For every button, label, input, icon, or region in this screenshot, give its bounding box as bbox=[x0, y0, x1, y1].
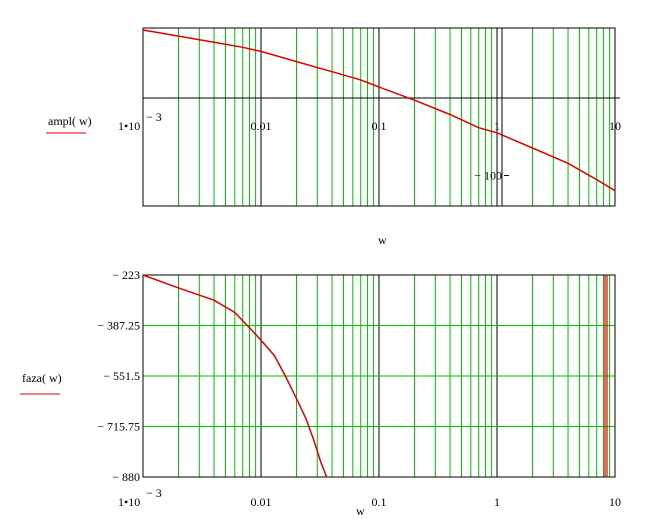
amplitude-chart: 1•10 − 3 0.01 0.1 1 10 − 100 ampl( w) w bbox=[46, 27, 621, 247]
x-tick-exponent: − 3 bbox=[146, 110, 162, 124]
amplitude-x-tick-labels: 1•10 − 3 0.01 0.1 1 10 bbox=[118, 110, 621, 133]
phase-x-tick-labels: 1•10 − 3 0.01 0.1 1 10 bbox=[118, 486, 621, 509]
x-tick-label: 1•10 bbox=[118, 495, 140, 509]
amplitude-y-tick-labels: − 100 bbox=[474, 28, 509, 206]
x-tick-label: 0.1 bbox=[372, 495, 387, 509]
phase-x-axis-label: w bbox=[356, 504, 365, 518]
x-tick-label: 1 bbox=[494, 495, 500, 509]
phase-plot-frame bbox=[142, 274, 616, 478]
phase-chart: 1•10− 30.01 0.1 1 10 − 223− 387.25− 551.5− … bbox=[20, 268, 621, 518]
y-tick-label: − 880 bbox=[112, 470, 140, 484]
amplitude-y-axis-label: ampl( w) bbox=[48, 114, 92, 128]
x-tick-label: 0.01 bbox=[251, 495, 272, 509]
y-tick-label: − 551.5 bbox=[103, 369, 140, 383]
amplitude-series-line bbox=[142, 29, 616, 192]
x-tick-label: 10 bbox=[609, 495, 621, 509]
amplitude-plot-frame bbox=[142, 27, 616, 207]
phase-y-tick-labels: − 223 − 387.25 − 551.5 − 715.75 − 880 bbox=[97, 268, 140, 484]
amplitude-x-axis-label: w bbox=[378, 233, 387, 247]
phase-grid bbox=[142, 274, 615, 478]
y-tick-label: − 100 bbox=[474, 168, 502, 182]
x-tick-label: 0.01 bbox=[251, 119, 272, 133]
x-tick-label: 1•10 bbox=[118, 119, 140, 133]
phase-y-axis-label: faza( w) bbox=[22, 371, 62, 385]
phase-series-line bbox=[142, 274, 328, 478]
x-tick-label: 1 bbox=[494, 119, 500, 133]
y-tick-label: − 715.75 bbox=[97, 420, 140, 434]
x-tick-label: 10 bbox=[609, 119, 621, 133]
y-tick-label: − 387.25 bbox=[97, 319, 140, 333]
y-tick-label: − 223 bbox=[112, 268, 140, 282]
x-tick-label: 0.1 bbox=[372, 119, 387, 133]
x-tick-exponent: − 3 bbox=[146, 486, 162, 500]
amplitude-grid bbox=[142, 28, 611, 206]
